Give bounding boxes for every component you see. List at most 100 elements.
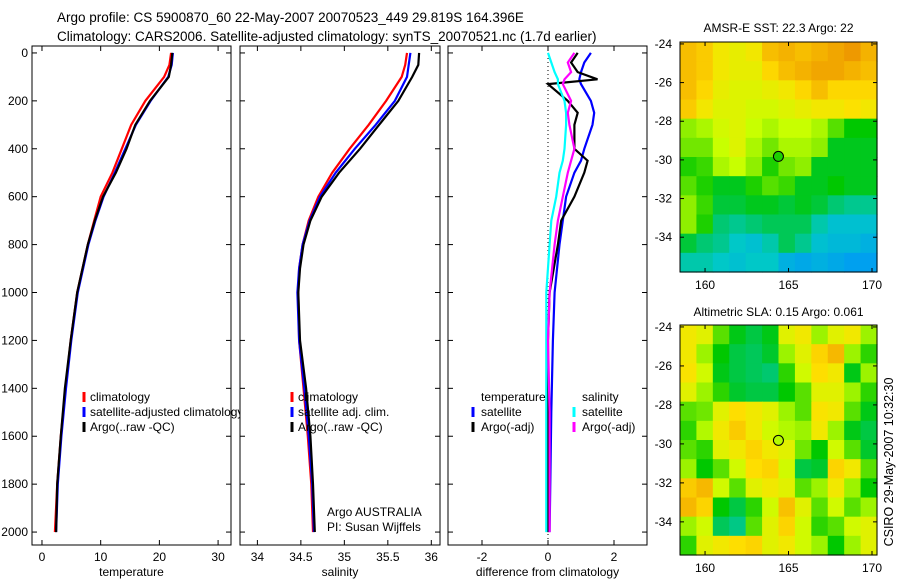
- map-cell: [844, 440, 862, 460]
- y-tick-label: 1800: [1, 477, 28, 491]
- map-cell: [827, 516, 845, 537]
- x-tick-label: 0: [545, 550, 552, 564]
- map-cell: [860, 214, 878, 235]
- map-cell: [762, 478, 780, 499]
- map-cell: [844, 157, 862, 177]
- map-cell: [745, 252, 763, 273]
- map-cell: [860, 401, 878, 422]
- map-cell: [811, 176, 829, 196]
- map-cell: [712, 497, 730, 518]
- map-cell: [827, 478, 845, 499]
- map-cell: [811, 80, 829, 101]
- map-cell: [745, 440, 763, 460]
- annotation-text: PI: Susan Wijffels: [327, 520, 421, 534]
- map-cell: [745, 516, 763, 537]
- map-cell: [811, 99, 829, 120]
- map-cell: [860, 233, 878, 254]
- map-cell: [844, 535, 862, 556]
- footer-stamp: CSIRO 29-May-2007 10:32:30: [882, 378, 896, 547]
- map-cell: [811, 535, 829, 556]
- map-cell: [827, 382, 845, 403]
- map-cell: [712, 344, 730, 364]
- map-cell: [745, 195, 763, 216]
- map-cell: [811, 344, 829, 364]
- y-tick-label: -24: [655, 320, 673, 334]
- map-cell: [844, 80, 862, 101]
- map-cell: [827, 176, 845, 196]
- map-cell: [860, 252, 878, 273]
- map-cell: [762, 363, 780, 384]
- map-cell: [794, 157, 812, 177]
- map-cell: [844, 99, 862, 120]
- map-cell: [729, 535, 747, 556]
- map-cell: [680, 137, 698, 158]
- map-cell: [712, 137, 730, 158]
- map-cell: [712, 61, 730, 81]
- map-cell: [680, 535, 698, 556]
- y-tick-label: -32: [655, 192, 673, 206]
- series-line-temperature-satellite: [548, 52, 596, 533]
- map-cell: [696, 325, 714, 345]
- legend-label: satellite-adjusted climatology: [90, 405, 243, 419]
- x-tick-label: 36: [425, 550, 439, 564]
- x-tick-label: 10: [94, 550, 108, 564]
- map-cell: [712, 42, 730, 62]
- map-cell: [696, 157, 714, 177]
- map-cell: [811, 382, 829, 403]
- map-cell: [762, 252, 780, 273]
- map-cell: [762, 401, 780, 422]
- map-cell: [729, 420, 747, 441]
- map-cell: [745, 42, 763, 62]
- x-tick-label: 35: [338, 550, 352, 564]
- map-cell: [745, 214, 763, 235]
- series-line-argo-raw-qc-: [55, 52, 174, 533]
- map-cell: [794, 459, 812, 479]
- map-cell: [696, 80, 714, 101]
- map-cell: [696, 420, 714, 441]
- map-cell: [811, 157, 829, 177]
- map-cell: [729, 137, 747, 158]
- map-cell: [778, 99, 796, 120]
- map-cell: [827, 80, 845, 101]
- map-cell: [729, 252, 747, 273]
- map-cell: [860, 99, 878, 120]
- map-cell: [794, 535, 812, 556]
- map-cell: [827, 420, 845, 441]
- map-cell: [696, 214, 714, 235]
- map-cell: [696, 42, 714, 62]
- map-cell: [712, 99, 730, 120]
- map-cell: [827, 137, 845, 158]
- map-cell: [860, 516, 878, 537]
- map-cell: [696, 401, 714, 422]
- map-cell: [794, 420, 812, 441]
- map-title: Altimetric SLA: 0.15 Argo: 0.061: [693, 305, 863, 319]
- map-cell: [680, 157, 698, 177]
- legend-label: climatology: [298, 390, 358, 404]
- map-cell: [827, 99, 845, 120]
- map-cell: [827, 61, 845, 81]
- map-cell: [712, 325, 730, 345]
- map-cell: [696, 382, 714, 403]
- map-cell: [827, 233, 845, 254]
- map-cell: [778, 382, 796, 403]
- x-axis-label: difference from climatology: [476, 565, 619, 579]
- map-cell: [778, 516, 796, 537]
- legend-heading: temperature: [481, 390, 546, 404]
- map-cell: [844, 118, 862, 139]
- map-cell: [811, 363, 829, 384]
- map-cell: [762, 382, 780, 403]
- map-cell: [860, 497, 878, 518]
- map-cell: [844, 401, 862, 422]
- map-cell: [860, 363, 878, 384]
- map-cell: [778, 252, 796, 273]
- legend-label: Argo(-adj): [481, 420, 534, 434]
- map-cell: [778, 176, 796, 196]
- map-cell: [794, 516, 812, 537]
- map-cell: [811, 478, 829, 499]
- y-tick-label: -34: [655, 515, 673, 529]
- y-tick-label: 600: [8, 190, 28, 204]
- map-cell: [712, 214, 730, 235]
- map-cell: [745, 344, 763, 364]
- map-cell: [712, 176, 730, 196]
